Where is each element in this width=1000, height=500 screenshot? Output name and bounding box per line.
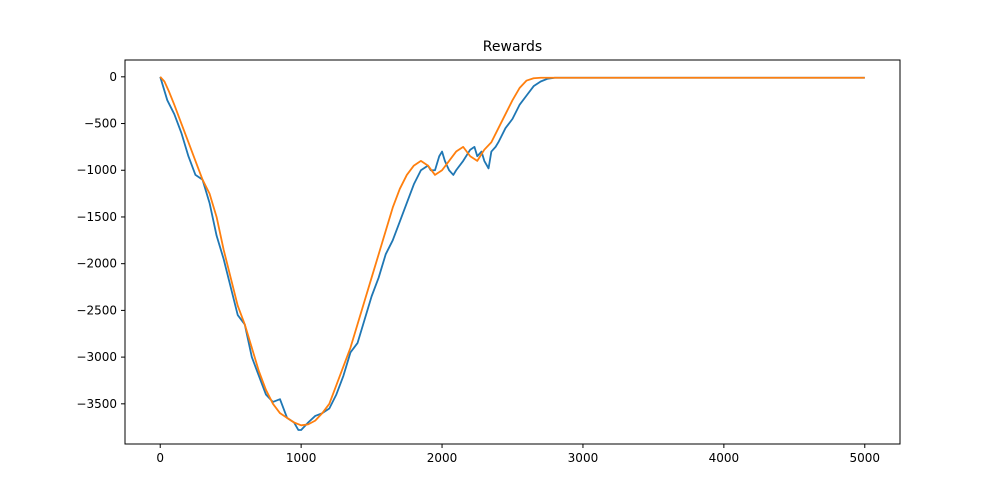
tick-layer: 0 1000 2000 3000 4000 5000 0 −500 −1000 −1500 −200… [76, 70, 880, 465]
x-tick-label: 4000 [709, 451, 740, 465]
x-tick-label: 2000 [427, 451, 458, 465]
y-tick-label: −500 [84, 117, 117, 131]
x-tick-label: 3000 [568, 451, 599, 465]
y-tick-label: −1000 [76, 163, 117, 177]
series-layer [159, 76, 865, 431]
y-tick-label: −2000 [76, 257, 117, 271]
x-tick-label: 5000 [849, 451, 880, 465]
y-tick-label: −2500 [76, 303, 117, 317]
y-tick-label: −3000 [76, 350, 117, 364]
y-tick-label: −1500 [76, 210, 117, 224]
plot-frame [124, 59, 901, 445]
series-line-2 [159, 76, 865, 427]
y-tick-label: 0 [109, 70, 117, 84]
chart-title: Rewards [483, 39, 542, 55]
series-line-1 [159, 76, 865, 431]
y-tick-label: −3500 [76, 397, 117, 411]
x-tick-label: 0 [156, 451, 164, 465]
x-tick-label: 1000 [286, 451, 317, 465]
